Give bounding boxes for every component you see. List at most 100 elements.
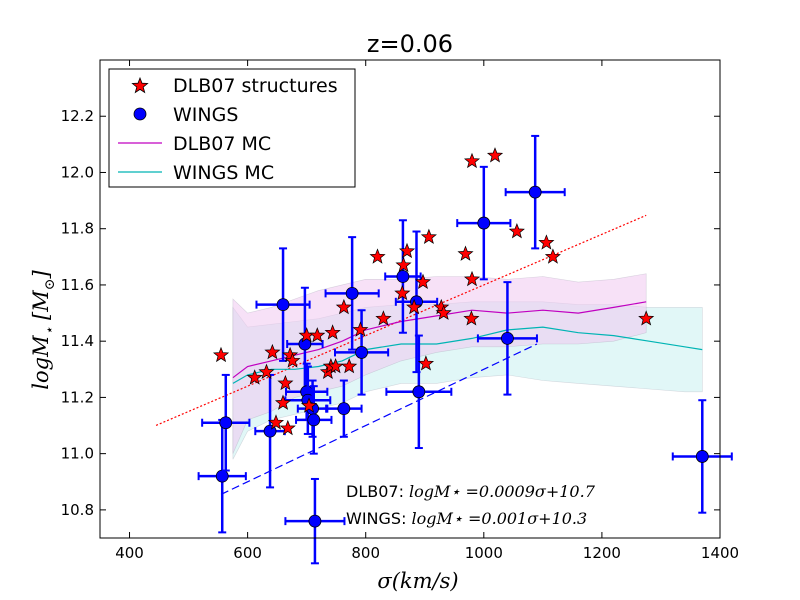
wings-point <box>201 373 251 472</box>
dlb07-star-marker <box>463 270 481 287</box>
y-tick-label: 11.6 <box>61 276 94 294</box>
legend-label-dlb07-mc: DLB07 MC <box>173 133 271 155</box>
dlb07-star-marker <box>435 304 452 320</box>
wings-point <box>385 334 453 450</box>
dlb07-star-marker <box>508 223 525 239</box>
dlb07-star-marker <box>463 310 480 326</box>
dlb07-star-marker <box>335 298 352 315</box>
wings-point <box>384 219 422 334</box>
wings-point <box>671 399 733 514</box>
legend-entry-wings-mc: WINGS MC <box>118 162 274 184</box>
wings-point <box>504 134 566 250</box>
y-tick-label: 10.8 <box>61 501 94 519</box>
legend: DLB07 structures WINGS DLB07 MC WINGS MC <box>108 68 356 188</box>
y-tick-label: 12.2 <box>61 107 94 125</box>
wings-point <box>394 230 439 374</box>
annotation-dlb07: DLB07: logM⋆ =0.0009σ+10.7 <box>346 482 596 501</box>
y-axis-label-unit-sub: ⊙ <box>42 279 58 291</box>
x-tick-label: 800 <box>351 544 380 562</box>
dlb07-star-marker <box>394 284 411 301</box>
plot-frame <box>99 59 721 539</box>
wings-point <box>295 385 333 455</box>
dlb07-star-marker <box>457 245 474 261</box>
wings-point <box>255 247 311 362</box>
wings-marker <box>695 450 709 463</box>
wings-point <box>334 309 390 396</box>
wings-marker <box>345 286 359 300</box>
y-tick-label: 11.8 <box>61 220 94 238</box>
dlb07-star-marker <box>420 228 437 245</box>
dlb07-star-marker <box>463 152 481 169</box>
wings-marker <box>215 469 229 483</box>
x-axis-label: σ(km/s) <box>377 569 458 593</box>
legend-label-wings: WINGS <box>173 104 238 126</box>
svg-text:logM⋆ [M⊙]: logM⋆ [M⊙] <box>29 270 58 390</box>
legend-entry-dlb07-mc: DLB07 MC <box>118 133 271 155</box>
dlb07-star-marker <box>414 273 432 290</box>
plot-area <box>99 59 733 565</box>
dlb07-star-marker <box>341 358 358 374</box>
dlb07-star-marker <box>417 355 435 371</box>
legend-entry-wings: WINGS <box>133 104 238 126</box>
y-axis-label-main: logM <box>29 335 53 390</box>
dlb07-star-marker <box>406 298 423 315</box>
legend-box <box>108 68 356 188</box>
dlb07-star-marker <box>538 234 555 250</box>
legend-star-icon <box>131 76 149 94</box>
mc-line-dlb07-mc <box>232 301 647 379</box>
y-tick-label: 11.4 <box>61 332 94 350</box>
legend-label-dlb07-structures: DLB07 structures <box>173 75 338 97</box>
wings-marker <box>396 270 410 283</box>
dlb07-star-marker <box>398 242 416 259</box>
x-tick-label: 600 <box>233 544 262 562</box>
annotation-wings: WINGS: logM⋆ =0.001σ+10.3 <box>346 509 587 528</box>
dlb07-star-marker <box>279 419 296 436</box>
wings-point <box>284 477 346 565</box>
dlb07-star-marker <box>264 343 281 360</box>
wings-marker <box>501 331 514 345</box>
dlb07-star-marker <box>284 352 301 368</box>
x-tick-label: 1200 <box>583 544 621 562</box>
wings-point <box>324 236 380 351</box>
dlb07-star-marker <box>258 363 275 380</box>
wings-marker <box>219 416 233 430</box>
dlb07-star-marker <box>267 414 285 430</box>
dlb07-star-marker <box>327 358 344 374</box>
fit-annotations: DLB07: logM⋆ =0.0009σ+10.7 WINGS: logM⋆ … <box>346 482 596 528</box>
dlb07-star-marker <box>212 346 230 363</box>
dlb07-star-marker <box>300 397 318 413</box>
fit-line-wings-fit <box>220 343 538 495</box>
legend-label-wings-mc: WINGS MC <box>173 162 274 184</box>
y-axis-label-unit: [M <box>29 290 53 320</box>
dlb07-star-marker <box>395 256 412 273</box>
y-tick-label: 11.2 <box>61 388 94 406</box>
dlb07-star-marker <box>544 248 561 264</box>
dlb07-star-marker <box>274 394 292 410</box>
dlb07-star-marker <box>369 248 386 264</box>
legend-circle-icon <box>133 107 147 121</box>
x-tick-label: 1000 <box>465 544 503 562</box>
dlb07-star-marker <box>486 147 504 163</box>
mc-line-wings-mc <box>232 326 703 384</box>
wings-marker <box>355 346 368 359</box>
x-tick-label: 1400 <box>701 544 739 562</box>
dlb07-star-marker <box>324 324 341 340</box>
wings-marker <box>337 402 351 416</box>
y-axis-label: logM⋆ [M⊙] <box>29 270 58 390</box>
wings-marker <box>528 185 542 199</box>
wings-marker <box>307 413 321 427</box>
dlb07-star-marker <box>638 310 655 326</box>
y-tick-label: 12.0 <box>61 163 94 181</box>
dlb07-star-marker <box>277 374 294 391</box>
y-tick-label: 11.0 <box>61 445 94 463</box>
wings-point <box>325 379 363 438</box>
y-axis-label-unit-close: ] <box>29 270 53 280</box>
dlb07-star-marker <box>352 321 369 337</box>
y-axis-label-sub: ⋆ <box>42 326 58 335</box>
wings-marker <box>308 514 322 528</box>
dlb07-star-marker <box>375 310 392 326</box>
fit-line-dlb07-fit <box>155 214 647 426</box>
dlb07-star-marker <box>309 327 326 343</box>
dlb07-star-marker <box>246 369 263 385</box>
